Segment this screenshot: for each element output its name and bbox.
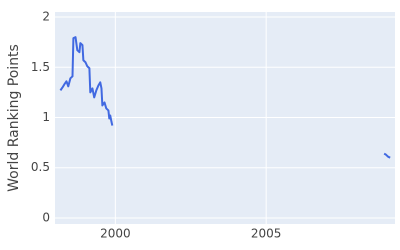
x-tick-label: 2005 — [251, 227, 282, 241]
y-tick-label: 0.5 — [31, 160, 50, 174]
y-tick-label: 0 — [42, 210, 50, 224]
y-axis-title: World Ranking Points — [6, 44, 22, 192]
y-tick-label: 1 — [42, 110, 50, 124]
y-tick-label: 1.5 — [31, 60, 50, 74]
line — [59, 36, 391, 159]
y-tick-label: 2 — [42, 10, 50, 24]
x-tick-label: 2000 — [100, 227, 131, 241]
plot-area — [55, 12, 395, 224]
